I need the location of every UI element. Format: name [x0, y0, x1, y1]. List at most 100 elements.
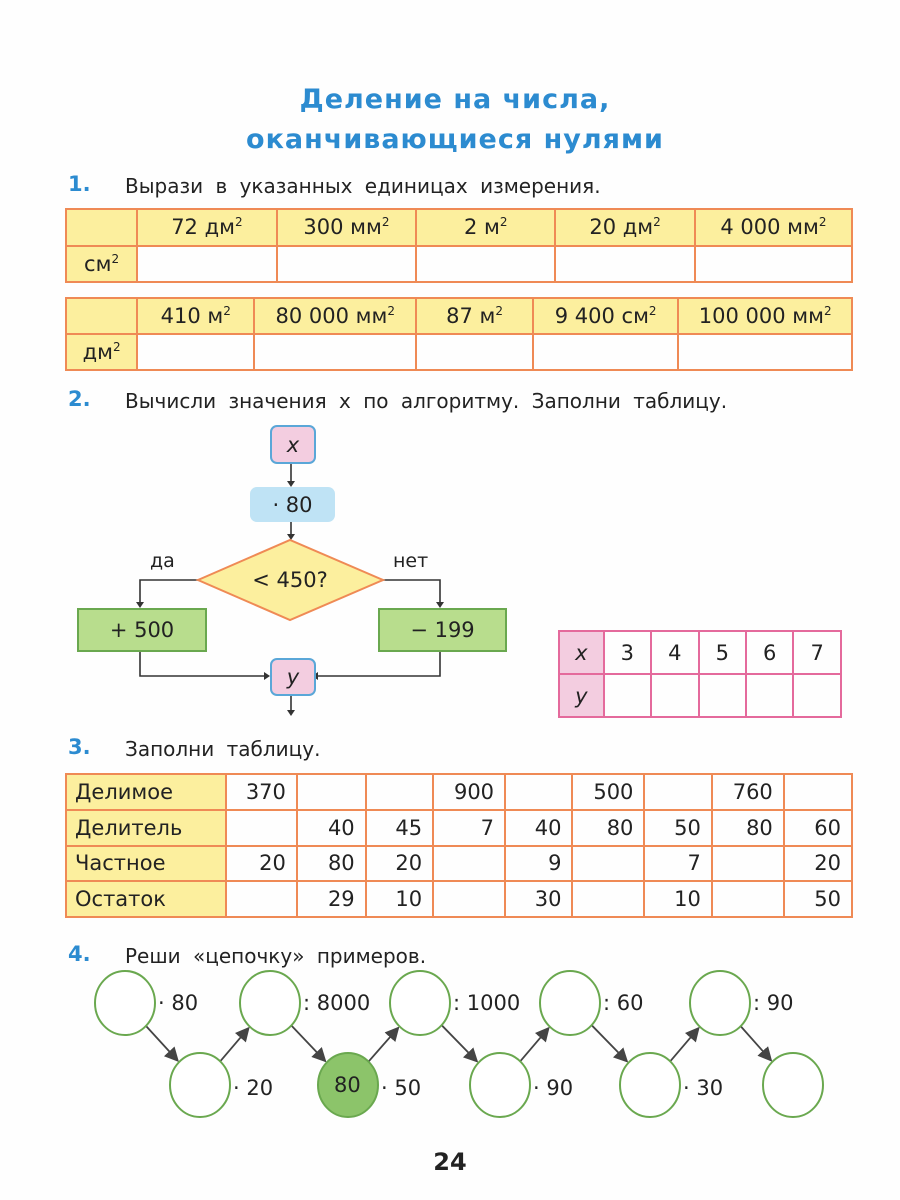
- table-cell: 7: [432, 808, 507, 847]
- answer-cell[interactable]: [275, 244, 418, 283]
- flow-end-y: y: [270, 658, 316, 696]
- task-2-number: 2.: [68, 387, 91, 411]
- chain-circle[interactable]: [539, 970, 601, 1036]
- table-cell: 40: [295, 808, 367, 847]
- chain-circle[interactable]: [94, 970, 156, 1036]
- table-cell: 40: [504, 808, 574, 847]
- y-answer-cell[interactable]: [744, 673, 795, 718]
- unit-header: 100 000 мм2: [677, 297, 853, 335]
- table-cell: 20: [782, 844, 854, 883]
- flow-no-op: − 199: [378, 608, 507, 652]
- table-cell: 45: [364, 808, 435, 847]
- units-table-b: 410 м2 80 000 мм2 87 м2 9 400 см2 100 000 мм…: [64, 297, 853, 371]
- chain-circle[interactable]: [689, 970, 751, 1036]
- flow-condition: < 450?: [252, 568, 328, 592]
- chain-arrow: [367, 1026, 400, 1063]
- table-cell[interactable]: [225, 880, 298, 918]
- unit-header: 300 мм2: [275, 208, 418, 247]
- flow-no-label: нет: [393, 550, 429, 572]
- chain-circle[interactable]: [389, 970, 451, 1036]
- row-label: Остаток: [64, 880, 228, 918]
- table-cell[interactable]: [364, 773, 435, 811]
- table-cell[interactable]: [295, 773, 367, 811]
- table-cell[interactable]: [710, 844, 785, 883]
- table-cell[interactable]: [225, 808, 298, 847]
- row-label: Делитель: [64, 808, 228, 847]
- chain-arrow: [441, 1024, 479, 1063]
- x-value: 7: [792, 630, 842, 675]
- table-cell[interactable]: [571, 880, 646, 918]
- chain-circle[interactable]: [169, 1052, 231, 1118]
- table-cell: 30: [504, 880, 574, 918]
- answer-cell[interactable]: [415, 244, 557, 283]
- unit-header: 4 000 мм2: [693, 208, 854, 247]
- table-cell: 760: [710, 773, 785, 811]
- chain-circle[interactable]: [619, 1052, 681, 1118]
- task-1-number: 1.: [68, 172, 91, 196]
- table-cell: 80: [571, 808, 646, 847]
- answer-cell[interactable]: [253, 333, 418, 371]
- answer-cell[interactable]: [531, 333, 680, 371]
- corner-cell: [64, 208, 139, 247]
- x-value: 5: [697, 630, 747, 675]
- condition-diamond: [195, 538, 386, 622]
- row-label: Частное: [64, 844, 228, 883]
- unit-header: 2 м2: [415, 208, 557, 247]
- flow-start-x: x: [270, 425, 316, 464]
- flow-multiply: · 80: [250, 487, 335, 522]
- y-answer-cell[interactable]: [697, 673, 747, 718]
- table-cell[interactable]: [432, 844, 507, 883]
- answer-cell[interactable]: [677, 333, 853, 371]
- table-cell[interactable]: [432, 880, 507, 918]
- xy-table: x 3 4 5 6 7 y: [558, 630, 842, 718]
- task-3-text: Заполни таблицу.: [125, 737, 321, 761]
- chain-arrow: [145, 1025, 179, 1062]
- table-cell: 80: [295, 844, 367, 883]
- answer-cell[interactable]: [415, 333, 534, 371]
- y-answer-cell[interactable]: [650, 673, 700, 718]
- x-label: x: [558, 630, 605, 675]
- answer-cell[interactable]: [136, 333, 256, 371]
- table-cell: 60: [782, 808, 854, 847]
- table-cell: 50: [643, 808, 713, 847]
- answer-cell[interactable]: [554, 244, 696, 283]
- unit-header: 20 дм2: [554, 208, 696, 247]
- chain-arrow: [739, 1025, 773, 1062]
- table-cell[interactable]: [643, 773, 713, 811]
- table-cell: 50: [782, 880, 854, 918]
- table-cell: 80: [710, 808, 785, 847]
- answer-cell[interactable]: [136, 244, 278, 283]
- answer-cell[interactable]: [693, 244, 854, 283]
- chain-operation: · 90: [533, 1076, 573, 1100]
- table-cell[interactable]: [504, 773, 574, 811]
- chain-operation: : 60: [603, 991, 643, 1015]
- table-cell: 9: [504, 844, 574, 883]
- corner-cell: [64, 297, 139, 335]
- table-cell[interactable]: [571, 844, 646, 883]
- task-4-number: 4.: [68, 942, 91, 966]
- flow-yes-op: + 500: [77, 608, 207, 652]
- unit-header: 410 м2: [136, 297, 256, 335]
- table-cell[interactable]: [782, 773, 854, 811]
- x-value: 4: [650, 630, 700, 675]
- table-row: Делитель 40 45 7 40 80 50 80 60: [64, 808, 854, 847]
- chain-operation: : 1000: [453, 991, 520, 1015]
- chain-arrow: [591, 1024, 629, 1063]
- x-value: 3: [602, 630, 653, 675]
- chain-arrow: [219, 1026, 250, 1063]
- table-cell: 20: [364, 844, 435, 883]
- y-answer-cell[interactable]: [792, 673, 842, 718]
- table-cell: 10: [643, 880, 713, 918]
- table-cell[interactable]: [710, 880, 785, 918]
- chain-circle[interactable]: [762, 1052, 824, 1118]
- title-line-1: Деление на числа,: [299, 84, 611, 115]
- task-3-number: 3.: [68, 735, 91, 759]
- chain-operation: · 50: [381, 1076, 421, 1100]
- unit-header: 87 м2: [415, 297, 534, 335]
- y-answer-cell[interactable]: [602, 673, 653, 718]
- chain-operation: · 30: [683, 1076, 723, 1100]
- chain-circle[interactable]: [469, 1052, 531, 1118]
- chain-circle[interactable]: [239, 970, 301, 1036]
- chain-arrow: [290, 1024, 327, 1063]
